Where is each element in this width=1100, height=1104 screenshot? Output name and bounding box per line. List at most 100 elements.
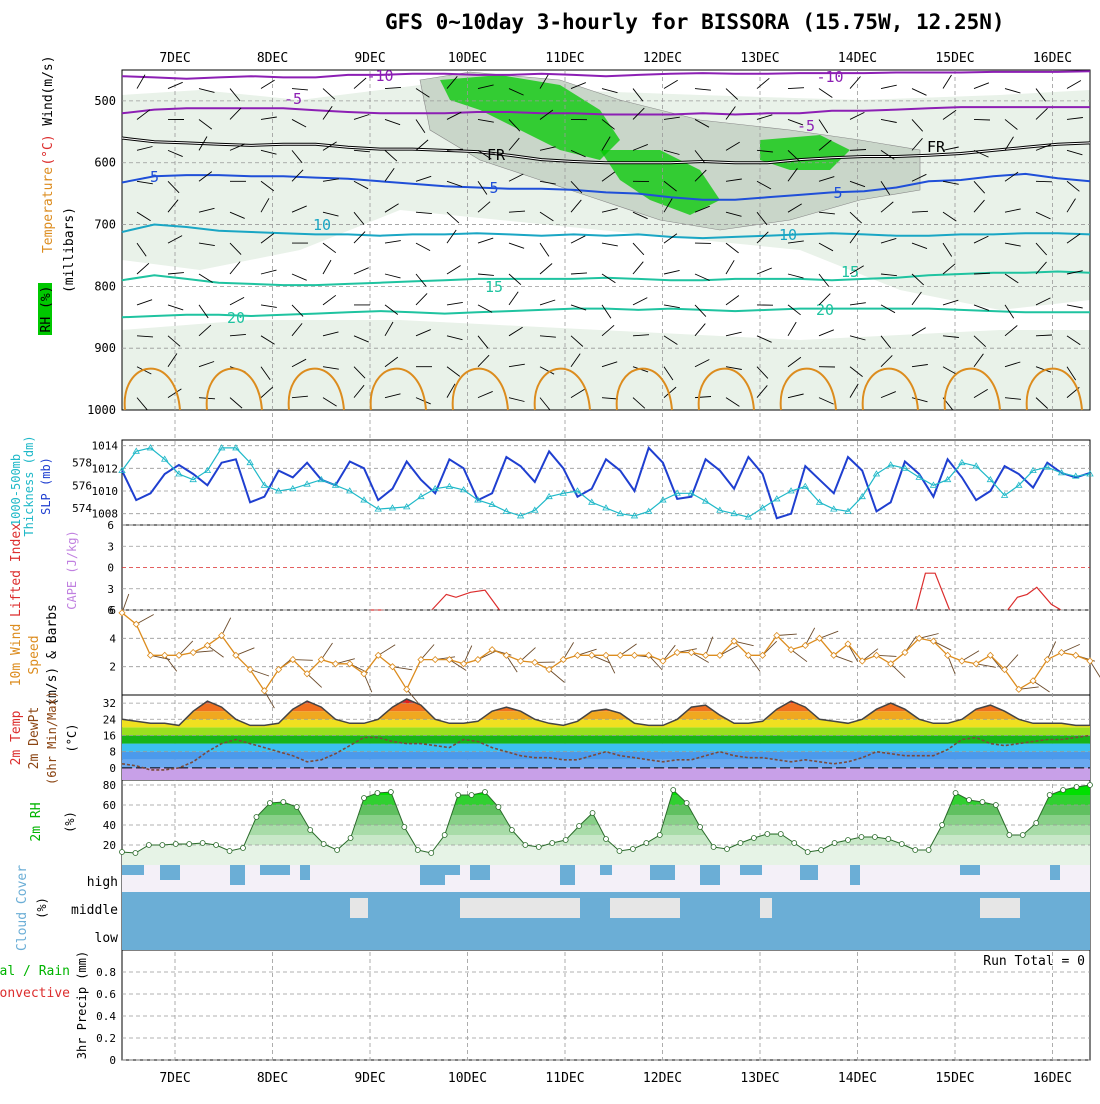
date-label-bottom-5: 12DEC <box>643 1071 682 1086</box>
cloud-middle-gap-1 <box>460 898 580 918</box>
date-label-top-6: 13DEC <box>740 51 779 66</box>
rh-point-16 <box>335 848 340 853</box>
rh-point-43 <box>698 825 703 830</box>
wind10-barb-38 <box>663 645 675 661</box>
contour-label-13: 20 <box>227 309 245 327</box>
rh-point-52 <box>819 848 824 853</box>
cloud-low-middle <box>122 892 1090 950</box>
rh-point-4 <box>173 842 178 847</box>
precip-convective-label: Convective <box>0 986 70 1001</box>
precip-axis-label: 3hr Precip (mm) <box>75 951 89 1059</box>
rh-point-56 <box>872 835 877 840</box>
wind10-barb-50 <box>834 655 853 662</box>
rh-point-19 <box>375 791 380 796</box>
rh-point-20 <box>388 790 393 795</box>
date-label-bottom-0: 7DEC <box>159 1071 190 1086</box>
date-label-top-4: 11DEC <box>545 51 584 66</box>
rh-point-32 <box>550 841 555 846</box>
precip-ytick-0: 0 <box>109 1054 116 1067</box>
date-label-bottom-2: 9DEC <box>354 1071 385 1086</box>
temp-band-3 <box>122 744 1090 752</box>
wind10-ytick-6: 6 <box>109 604 116 617</box>
cloud-high-bar-16 <box>1050 865 1060 880</box>
rh-point-50 <box>792 841 797 846</box>
cloud-high-bar-0 <box>122 865 144 875</box>
wind10-barb-1 <box>136 615 153 625</box>
date-label-bottom-6: 13DEC <box>740 1071 779 1086</box>
lifted-ytick-3: 3 <box>107 583 114 596</box>
lifted-ytick--3: 3 <box>107 540 114 553</box>
date-label-top-3: 10DEC <box>448 51 487 66</box>
speed-point-22 <box>432 657 438 663</box>
temp-band-0 <box>122 768 1090 780</box>
temperature-axis-label: Temperature <box>41 167 56 253</box>
rh-point-8 <box>227 849 232 854</box>
wind10-axis-label: 10m Wind <box>9 624 24 687</box>
rh-point-71 <box>1074 785 1079 790</box>
rh-point-26 <box>469 793 474 798</box>
rh-band-0 <box>122 845 1090 865</box>
rh-band-3 <box>122 815 1090 825</box>
rh-point-24 <box>442 833 447 838</box>
upper-ytick-500: 500 <box>94 94 116 108</box>
rh-point-33 <box>563 838 568 843</box>
wind10-ytick-2: 2 <box>109 661 116 674</box>
slp-axis-label: SLP (mb) <box>39 457 53 515</box>
cloud-high-bar-13 <box>800 865 818 880</box>
rh-point-9 <box>241 846 246 851</box>
slp-ytick-1010: 1010 <box>92 485 119 498</box>
speed-point-35 <box>617 652 623 658</box>
rh-point-7 <box>214 843 219 848</box>
rh-point-38 <box>630 847 635 852</box>
wind10-barb-13 <box>307 674 322 688</box>
precip-ytick-0.4: 0.4 <box>96 1010 116 1023</box>
temp-ytick-16: 16 <box>103 729 116 742</box>
rh-point-62 <box>953 791 958 796</box>
rh-point-46 <box>738 841 743 846</box>
rh-point-30 <box>523 843 528 848</box>
speed-point-59 <box>959 658 965 664</box>
rh-point-44 <box>711 845 716 850</box>
cloud-middle-gap-2 <box>610 898 680 918</box>
slp-ytick-1008: 1008 <box>92 508 119 521</box>
wind-unit-label: (m/s) <box>41 55 56 94</box>
rh-point-47 <box>751 836 756 841</box>
cloud-high-bar-2 <box>230 865 245 885</box>
wind10-barb-8 <box>236 648 255 656</box>
rh-point-2 <box>146 843 151 848</box>
rh-point-63 <box>967 798 972 803</box>
cloud-high-bar-3 <box>260 865 290 875</box>
wind10-barb-49 <box>820 631 839 638</box>
temp-band-7 <box>122 711 1090 719</box>
rh-point-57 <box>886 837 891 842</box>
rh-point-55 <box>859 835 864 840</box>
speed-point-48 <box>802 642 808 648</box>
rh-point-53 <box>832 841 837 846</box>
wind-barb-upper <box>1036 181 1052 182</box>
rh-bands <box>122 780 1090 865</box>
speed-point-2 <box>147 652 153 658</box>
cloud-high-bar-4 <box>300 865 310 880</box>
rh-point-39 <box>644 841 649 846</box>
date-label-bottom-9: 16DEC <box>1033 1071 1072 1086</box>
wind10-barb-30 <box>549 670 564 683</box>
contour-label-14: 20 <box>816 301 834 319</box>
rh-point-18 <box>362 796 367 801</box>
wind10-barb-21 <box>421 645 434 660</box>
rh-band-6 <box>122 780 1090 795</box>
wind10-barb-68 <box>1090 661 1100 678</box>
rh-point-42 <box>684 801 689 806</box>
rh-point-3 <box>160 843 165 848</box>
rh-ytick-20: 20 <box>103 839 116 852</box>
rh-point-5 <box>187 842 192 847</box>
upper-ytick-1000: 1000 <box>87 403 116 417</box>
thickness-unit-label: Thickness (dm) <box>22 435 36 536</box>
minmax-axis-label: (6hr Min/Max) <box>45 691 59 785</box>
wind10-barb-54 <box>891 664 905 678</box>
cloud-level-low: low <box>95 931 119 946</box>
rh-point-15 <box>321 842 326 847</box>
temp-unit-label: (°C) <box>65 724 79 753</box>
cloud-level-high: high <box>87 875 118 890</box>
speed-point-53 <box>873 652 879 658</box>
wind10-barb-14 <box>321 643 332 660</box>
